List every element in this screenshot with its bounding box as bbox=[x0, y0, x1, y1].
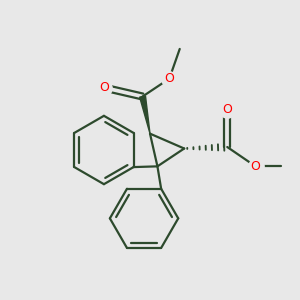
Text: O: O bbox=[99, 81, 109, 94]
Polygon shape bbox=[140, 96, 150, 134]
Text: O: O bbox=[222, 103, 232, 116]
Text: O: O bbox=[250, 160, 260, 173]
Text: O: O bbox=[164, 72, 174, 85]
